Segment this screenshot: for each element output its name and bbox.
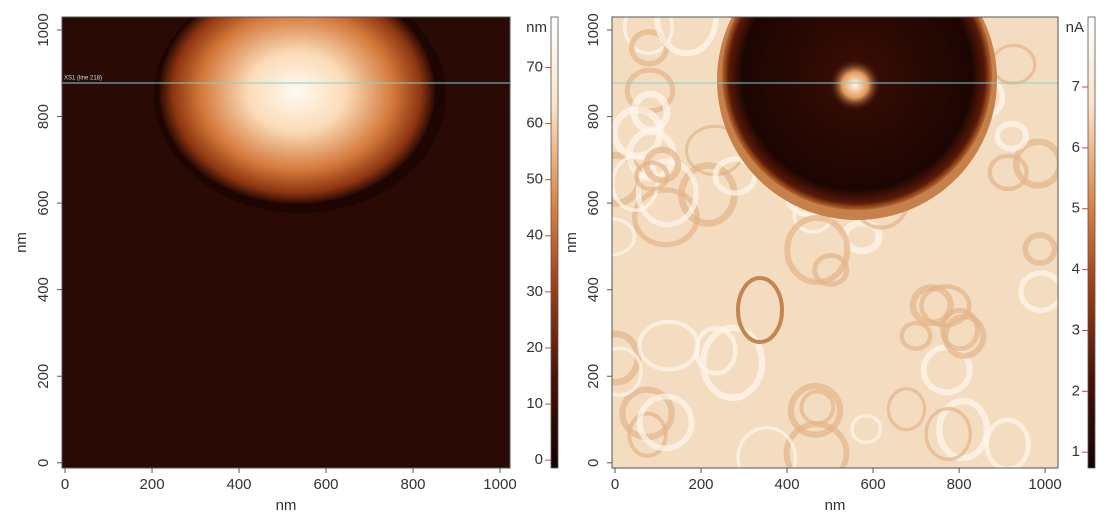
texture [636,393,695,452]
texture [654,17,719,57]
x-axis-label: nm [825,497,846,514]
texture [623,17,674,56]
texture [736,276,784,344]
colorbar-tick-label: 10 [526,395,543,412]
texture [612,346,643,397]
colorbar-tick-label: 7 [1072,78,1080,95]
x-tick-label: 400 [775,476,800,493]
texture [899,321,933,351]
y-tick-label: 1000 [585,13,602,46]
texture [936,397,991,462]
x-tick-label: 200 [689,476,714,493]
colorbar-tick-label: 4 [1072,261,1080,278]
x-tick-label: 0 [61,476,69,493]
texture [812,252,850,287]
texture [722,17,992,210]
current-image [612,17,1058,468]
plot-frame [61,16,511,469]
texture [612,106,664,160]
x-axis-label: nm [276,497,297,514]
texture [984,417,1031,468]
y-tick-label: 800 [35,104,52,129]
texture [637,319,701,372]
texture [634,160,670,192]
x-tick-label: 200 [140,476,165,493]
colorbar-tick-label: 5 [1072,200,1080,217]
y-tick-label: 600 [585,191,602,216]
colorbar-label: nm [526,19,547,36]
plot-frame [611,16,1059,469]
colorbar-tick-label: 60 [526,115,543,132]
texture [886,387,927,432]
texture [987,153,1029,192]
texture [1018,270,1058,314]
x-tick-label: 0 [611,476,619,493]
colorbar-tick-label: 20 [526,339,543,356]
texture [712,156,758,196]
texture [787,383,844,438]
y-axis-label: nm [563,232,580,253]
texture [994,120,1030,152]
texture [627,411,668,458]
y-tick-label: 200 [35,364,52,389]
texture [1022,232,1058,266]
texture [799,389,836,426]
colorbar-tick-label: 1 [1072,443,1080,460]
x-tick-label: 400 [227,476,252,493]
x-tick-label: 800 [400,476,425,493]
texture [924,406,972,461]
texture [784,214,851,286]
y-axis-label: nm [13,232,30,253]
y-tick-label: 0 [35,459,52,467]
colorbar-tick-label: 30 [526,283,543,300]
y-tick-label: 0 [585,459,602,467]
x-tick-label: 600 [861,476,886,493]
colorbar [550,16,559,469]
x-tick-label: 800 [947,476,972,493]
colorbar-tick-label: 3 [1072,321,1080,338]
texture [850,414,883,444]
texture [699,324,766,401]
y-tick-label: 1000 [35,13,52,46]
colorbar-tick-label: 70 [526,58,543,75]
x-tick-label: 600 [313,476,338,493]
annotation: XS1 (line 218) [64,76,102,82]
colorbar-label: nA [1066,19,1084,36]
colorbar [1087,16,1096,469]
texture [1012,138,1058,189]
y-tick-label: 400 [35,277,52,302]
colorbar-tick-label: 50 [526,171,543,188]
colorbar-tick-label: 40 [526,227,543,244]
texture [939,307,980,352]
y-tick-label: 200 [585,364,602,389]
y-tick-label: 800 [585,104,602,129]
y-tick-label: 600 [35,191,52,216]
texture [736,426,797,468]
texture [829,59,881,111]
colorbar-tick-label: 0 [535,451,543,468]
colorbar-tick-label: 2 [1072,382,1080,399]
texture [909,284,954,327]
texture [635,158,699,228]
x-tick-label: 1000 [483,476,516,493]
y-tick-label: 400 [585,277,602,302]
texture [643,146,682,184]
topography-image [62,17,510,468]
colorbar-tick-label: 6 [1072,139,1080,156]
x-tick-label: 1000 [1028,476,1061,493]
